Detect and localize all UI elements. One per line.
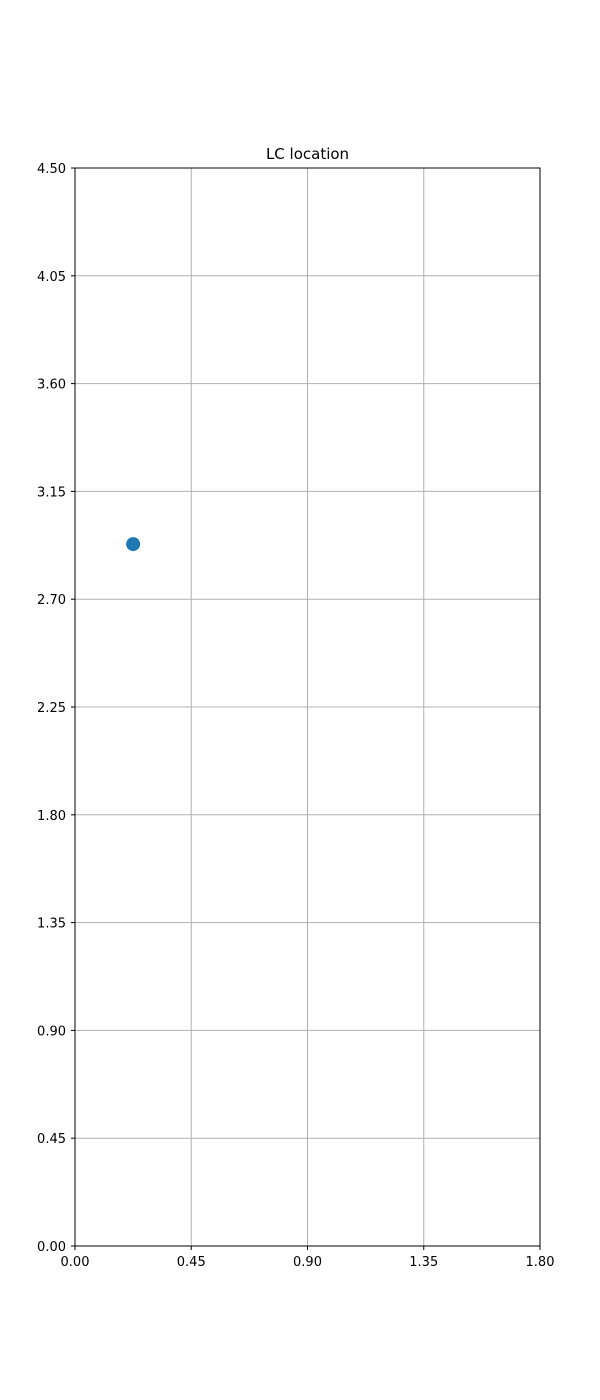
x-tick-label: 1.35 [409,1255,438,1270]
y-tick-label: 4.50 [37,162,66,177]
y-tick-label: 3.60 [37,378,66,393]
x-tick-label: 0.45 [177,1255,206,1270]
scatter-points [126,537,141,552]
y-tick-label: 2.25 [37,701,66,716]
x-axis-ticks: 0.00 0.45 0.90 1.35 1.80 [61,1246,555,1270]
y-tick-label: 0.00 [37,1240,66,1255]
scatter-point [126,537,141,552]
chart-title: LC location [266,145,349,163]
y-tick-label: 0.45 [37,1132,66,1147]
x-tick-label: 0.90 [293,1255,322,1270]
y-tick-label: 1.35 [37,917,66,932]
y-tick-label: 3.15 [37,485,66,500]
x-tick-label: 0.00 [61,1255,90,1270]
y-tick-label: 0.90 [37,1024,66,1039]
y-tick-label: 2.70 [37,593,66,608]
y-tick-label: 4.05 [37,270,66,285]
y-tick-label: 1.80 [37,809,66,824]
grid [74,167,541,1247]
y-axis-ticks: 0.00 0.45 0.90 1.35 1.80 2.25 2.70 3.15 3.60 4.05… [37,162,75,1255]
x-tick-label: 1.80 [526,1255,555,1270]
